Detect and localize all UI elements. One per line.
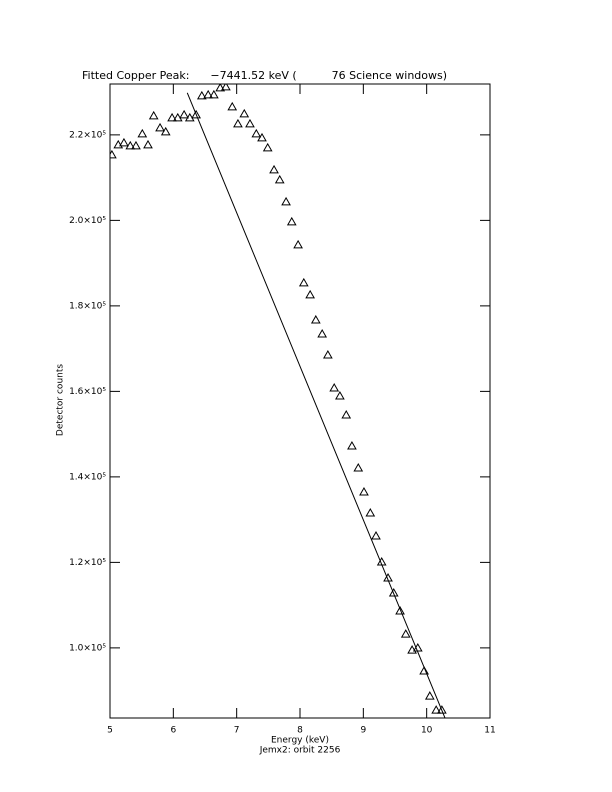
data-point xyxy=(221,84,231,91)
data-point xyxy=(215,84,226,92)
x-tick-label: 9 xyxy=(360,726,366,736)
data-point xyxy=(281,196,291,206)
data-point xyxy=(317,328,328,338)
data-point xyxy=(227,101,238,111)
data-point xyxy=(125,140,136,150)
data-point xyxy=(209,89,219,99)
data-point xyxy=(110,149,117,159)
data-point xyxy=(298,277,309,287)
data-point xyxy=(400,629,411,638)
data-point xyxy=(365,508,376,517)
x-tick-label: 10 xyxy=(421,726,433,736)
data-point xyxy=(353,462,364,472)
data-point xyxy=(155,122,165,132)
y-tick-label: 1.6×10⁵ xyxy=(69,387,106,397)
data-point xyxy=(310,314,321,324)
data-point xyxy=(119,137,129,147)
data-point xyxy=(245,118,255,128)
data-point xyxy=(395,606,405,615)
data-point xyxy=(160,126,171,136)
x-axis-label: Energy (keV) xyxy=(271,736,329,746)
data-point xyxy=(424,691,435,700)
y-tick-label: 2.0×10⁵ xyxy=(69,216,106,226)
data-point xyxy=(239,108,250,118)
data-point xyxy=(251,128,262,138)
data-point xyxy=(137,128,148,138)
data-point xyxy=(371,531,381,540)
plot-area xyxy=(110,84,447,718)
x-tick-label: 8 xyxy=(297,726,303,736)
data-point xyxy=(184,112,195,122)
y-tick-label: 1.8×10⁵ xyxy=(69,301,106,311)
data-point xyxy=(335,390,345,400)
data-point xyxy=(431,705,442,714)
data-point xyxy=(305,289,315,299)
x-tick-label: 11 xyxy=(484,726,495,736)
data-point xyxy=(419,666,429,675)
data-point xyxy=(347,440,357,450)
data-point xyxy=(341,409,352,419)
y-tick-label: 2.2×10⁵ xyxy=(69,130,106,140)
data-point xyxy=(172,112,183,122)
y-tick-label: 1.0×10⁵ xyxy=(69,643,106,653)
data-point xyxy=(143,139,153,149)
data-point xyxy=(257,132,267,142)
data-point xyxy=(286,216,297,226)
x-tick-label: 6 xyxy=(170,726,176,736)
data-point xyxy=(262,142,273,152)
data-point xyxy=(148,110,159,120)
data-point xyxy=(388,588,399,597)
data-point xyxy=(269,164,279,174)
data-point xyxy=(323,349,333,359)
data-point xyxy=(437,705,447,714)
data-point xyxy=(233,118,243,128)
data-point xyxy=(196,90,207,100)
data-point xyxy=(191,109,201,119)
data-point xyxy=(131,140,141,150)
chart-title: Fitted Copper Peak: −7441.52 keV ( 76 Sc… xyxy=(82,69,447,82)
x-tick-label: 7 xyxy=(234,726,240,736)
y-tick-label: 1.4×10⁵ xyxy=(69,472,106,482)
subtitle: Jemx2: orbit 2256 xyxy=(259,746,341,756)
data-point xyxy=(329,382,340,392)
data-point xyxy=(293,239,303,249)
data-point xyxy=(274,174,285,184)
data-point xyxy=(359,487,369,496)
y-axis-label: Detector counts xyxy=(56,364,66,436)
data-point xyxy=(167,112,177,122)
x-tick-label: 5 xyxy=(107,726,113,736)
data-point xyxy=(179,109,189,119)
fit-line xyxy=(186,92,446,718)
y-tick-label: 1.2×10⁵ xyxy=(69,558,106,568)
data-point xyxy=(203,89,214,99)
